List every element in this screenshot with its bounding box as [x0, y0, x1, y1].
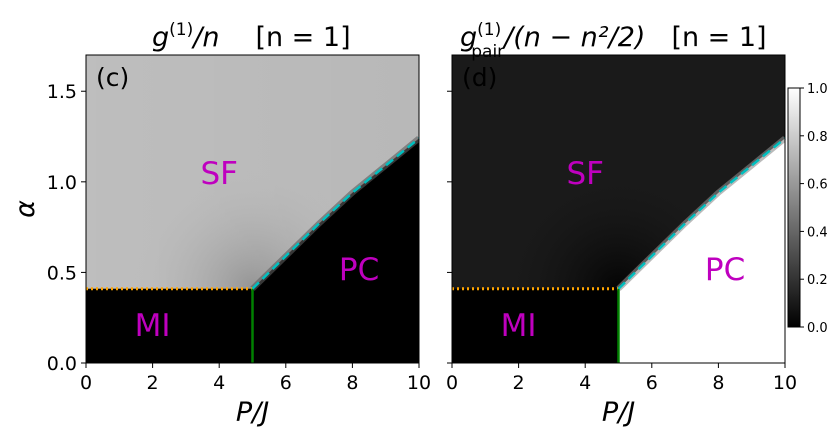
- region-label-sf: SF: [566, 156, 604, 192]
- y-axis-label: α: [10, 200, 41, 218]
- colorbar-gradient: [787, 87, 801, 328]
- panel-label: (d): [462, 63, 497, 92]
- y-tick-label: 0.0: [47, 353, 77, 375]
- x-tick-label: 2: [147, 372, 159, 394]
- pc-region-fill: [618, 138, 785, 363]
- x-axis-label: P/J: [236, 397, 269, 428]
- axes-frame: [451, 54, 786, 364]
- heatmap: [86, 55, 419, 363]
- colorbar-tick-label: 1.0: [807, 82, 828, 97]
- region-label-mi: MI: [501, 308, 537, 344]
- x-tick-label: 2: [513, 372, 525, 394]
- x-tick-label: 4: [579, 372, 591, 394]
- colorbar-tick-label: 0.6: [807, 178, 828, 193]
- y-tick-label: 1.0: [47, 172, 77, 194]
- x-tick-label: 10: [407, 372, 431, 394]
- colorbar-tick-label: 0.0: [807, 321, 828, 336]
- x-tick-label: 4: [213, 372, 225, 394]
- region-label-pc: PC: [705, 252, 745, 288]
- pc-region-fill: [252, 138, 419, 363]
- x-axis-label: P/J: [602, 397, 635, 428]
- panel-title: g(1)/n [n = 1]: [152, 20, 351, 53]
- axes-frame: [85, 54, 420, 364]
- pc-boundary-dashed: [617, 137, 786, 290]
- region-label-sf: SF: [200, 156, 238, 192]
- pc-boundary-dashed: [251, 137, 420, 290]
- x-tick-label: 0: [80, 372, 92, 394]
- panel-c: 0 2 4 6 8 10 0.0 0.5 1.0 1.5 P/J (c) SF PC MI g(1)/n [n …: [47, 20, 431, 428]
- x-tick-label: 6: [280, 372, 292, 394]
- panel-d: 0 2 4 6 8 10 P/J (d) SF PC MI g(1) pair/(n − n²/2) [n…: [446, 20, 797, 428]
- colorbar-tick-label: 0.4: [807, 225, 828, 240]
- y-tick-label: 1.5: [47, 81, 77, 103]
- x-tick-label: 10: [773, 372, 797, 394]
- mi-region-fill: [86, 288, 253, 363]
- x-tick-label: 0: [446, 372, 458, 394]
- x-tick-label: 8: [346, 372, 358, 394]
- panel-title: g(1) pair/(n − n²/2) [n = 1]: [460, 20, 767, 62]
- region-label-mi: MI: [135, 308, 171, 344]
- y-tick-label: 0.5: [47, 262, 77, 284]
- panel-label: (c): [96, 63, 129, 92]
- colorbar-tick-label: 0.2: [807, 273, 828, 288]
- colorbar: 0.0 0.2 0.4 0.6 0.8 1.0: [787, 82, 828, 336]
- region-label-pc: PC: [339, 252, 379, 288]
- x-tick-label: 8: [712, 372, 724, 394]
- x-tick-label: 6: [646, 372, 658, 394]
- colorbar-tick-label: 0.8: [807, 130, 828, 145]
- mi-region-fill: [452, 288, 619, 363]
